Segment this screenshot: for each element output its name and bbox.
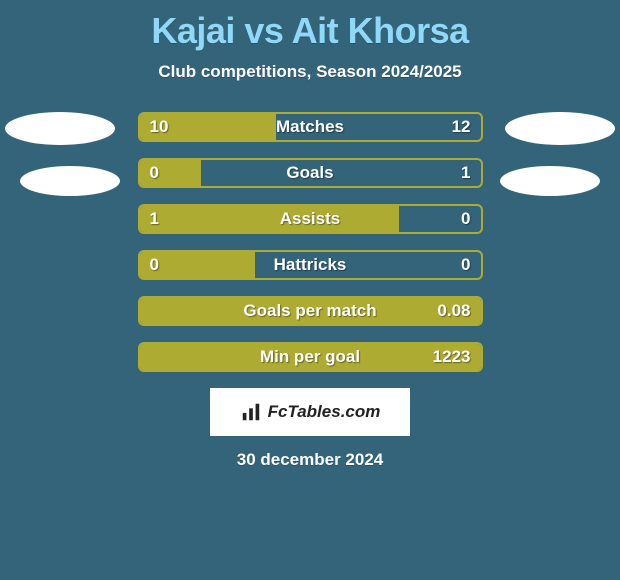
stat-value-right: 0 xyxy=(461,206,470,232)
stat-label: Matches xyxy=(140,114,481,140)
left-ellipse-1 xyxy=(5,112,115,145)
bar-chart-icon xyxy=(240,401,262,423)
stat-label: Goals xyxy=(140,160,481,186)
stat-row-assists: 1 Assists 0 xyxy=(138,204,483,234)
comparison-block: 10 Matches 12 0 Goals 1 1 Assists 0 0 Ha… xyxy=(0,112,620,372)
brand-box: FcTables.com xyxy=(210,388,410,436)
stat-label: Assists xyxy=(140,206,481,232)
stat-label: Goals per match xyxy=(140,298,481,324)
stat-value-right: 12 xyxy=(452,114,471,140)
stat-value-right: 1 xyxy=(461,160,470,186)
stat-row-min-per-goal: Min per goal 1223 xyxy=(138,342,483,372)
page-title: Kajai vs Ait Khorsa xyxy=(0,0,620,52)
stat-value-right: 0.08 xyxy=(437,298,470,324)
stat-value-right: 1223 xyxy=(433,344,471,370)
stat-row-matches: 10 Matches 12 xyxy=(138,112,483,142)
stat-rows: 10 Matches 12 0 Goals 1 1 Assists 0 0 Ha… xyxy=(138,112,483,372)
right-ellipse-2 xyxy=(500,166,600,196)
right-ellipse-1 xyxy=(505,112,615,145)
left-ellipse-2 xyxy=(20,166,120,196)
stat-row-goals: 0 Goals 1 xyxy=(138,158,483,188)
stat-label: Min per goal xyxy=(140,344,481,370)
date-text: 30 december 2024 xyxy=(0,450,620,470)
stat-label: Hattricks xyxy=(140,252,481,278)
subtitle: Club competitions, Season 2024/2025 xyxy=(0,62,620,82)
stat-row-hattricks: 0 Hattricks 0 xyxy=(138,250,483,280)
stat-value-right: 0 xyxy=(461,252,470,278)
brand-text: FcTables.com xyxy=(268,402,381,422)
stat-row-goals-per-match: Goals per match 0.08 xyxy=(138,296,483,326)
